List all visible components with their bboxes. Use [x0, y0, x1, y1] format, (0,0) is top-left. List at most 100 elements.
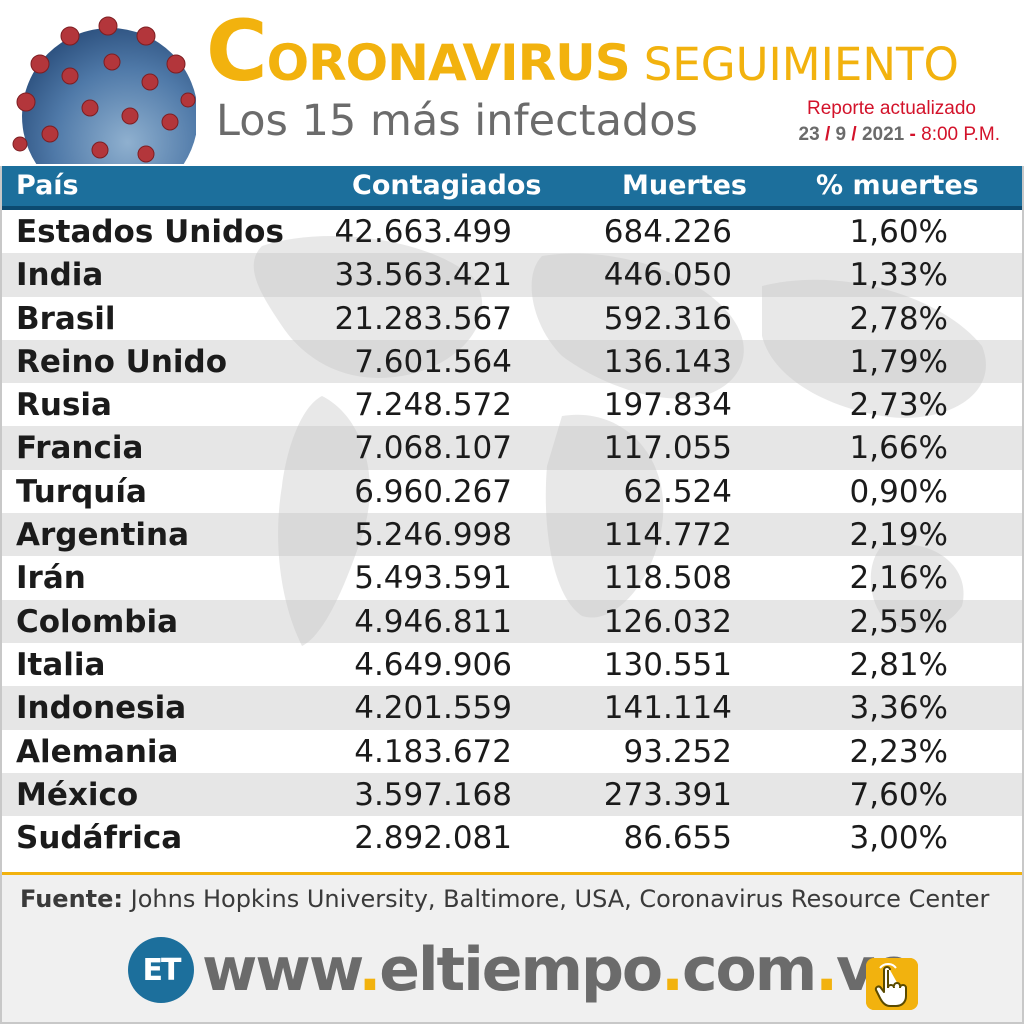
tap-hand-icon[interactable] — [866, 958, 918, 1010]
country-cell: India — [16, 257, 104, 294]
country-cell: Alemania — [16, 733, 179, 770]
deaths-cell: 62.524 — [623, 473, 732, 510]
deaths-cell: 141.114 — [603, 690, 732, 727]
cases-cell: 4.946.811 — [354, 603, 512, 640]
percent-cell: 2,23% — [849, 733, 948, 770]
cases-cell: 4.201.559 — [354, 690, 512, 727]
table-body: Estados Unidos 42.663.499 684.226 1,60% Ind… — [2, 210, 1022, 859]
source-label: Fuente: — [20, 885, 123, 913]
country-cell: Rusia — [16, 387, 112, 424]
column-header-cases: Contagiados — [352, 170, 542, 201]
deaths-cell: 684.226 — [603, 214, 732, 250]
subtitle: Los 15 más infectados — [216, 96, 698, 146]
report-date: 23 / 9 / 2021 - 8:00 P.M. — [799, 124, 1000, 146]
url-dot: . — [358, 935, 381, 1005]
footer: Fuente: Johns Hopkins University, Baltim… — [2, 875, 1022, 1022]
world-map-background — [253, 236, 986, 646]
deaths-cell: 446.050 — [603, 257, 732, 294]
source-text: Johns Hopkins University, Baltimore, USA… — [130, 885, 990, 913]
cases-cell: 6.960.267 — [354, 473, 512, 510]
deaths-cell: 130.551 — [603, 646, 732, 683]
table-row: Italia 4.649.906 130.551 2,81% — [2, 643, 1022, 686]
report-time: 8:00 P.M. — [921, 124, 1000, 145]
url-com: com — [681, 935, 817, 1005]
percent-cell: 1,66% — [849, 430, 948, 467]
deaths-cell: 136.143 — [603, 343, 732, 380]
deaths-cell: 117.055 — [603, 430, 732, 467]
deaths-cell: 118.508 — [603, 560, 732, 597]
percent-cell: 1,60% — [849, 214, 948, 250]
time-separator: - — [909, 124, 916, 145]
table-row: India 33.563.421 446.050 1,33% — [2, 253, 1022, 297]
website-url[interactable]: www.eltiempo.com.ve — [202, 935, 914, 1005]
cases-cell: 7.068.107 — [354, 430, 512, 467]
country-cell: Italia — [16, 646, 106, 683]
table-row: Rusia 7.248.572 197.834 2,73% — [2, 383, 1022, 426]
table-row: Alemania 4.183.672 93.252 2,23% — [2, 730, 1022, 773]
cases-cell: 3.597.168 — [354, 776, 512, 813]
column-header-percent: % muertes — [816, 170, 979, 201]
cases-cell: 21.283.567 — [334, 300, 513, 337]
report-year: 2021 — [861, 124, 905, 145]
country-cell: Reino Unido — [16, 343, 228, 380]
main-title: CORONAVIRUS SEGUIMIENTO — [206, 2, 959, 100]
table-row: Indonesia 4.201.559 141.114 3,36% — [2, 686, 1022, 730]
percent-cell: 2,78% — [849, 300, 948, 337]
table-row: Brasil 21.283.567 592.316 2,78% — [2, 297, 1022, 340]
et-logo: ET — [128, 937, 194, 1003]
title-cap-letter: C — [206, 2, 268, 100]
table-row: Colombia 4.946.811 126.032 2,55% — [2, 599, 1022, 643]
table-row: Sudáfrica 2.892.081 86.655 3,00% — [2, 816, 1022, 859]
deaths-cell: 86.655 — [623, 820, 732, 857]
country-cell: Brasil — [16, 300, 116, 337]
brand: ET www.eltiempo.com.ve — [128, 935, 914, 1005]
column-header-deaths: Muertes — [622, 170, 748, 201]
report-day: 23 — [798, 124, 820, 145]
deaths-cell: 126.032 — [603, 603, 732, 640]
percent-cell: 0,90% — [849, 473, 948, 510]
country-cell: Estados Unidos — [16, 214, 284, 250]
country-cell: Sudáfrica — [16, 820, 183, 857]
table-row: Estados Unidos 42.663.499 684.226 1,60% — [2, 210, 1022, 253]
report-label: Reporte actualizado — [807, 98, 976, 119]
table-row: Francia 7.068.107 117.055 1,66% — [2, 426, 1022, 470]
footer-divider — [2, 872, 1022, 875]
deaths-cell: 273.391 — [603, 776, 732, 813]
country-cell: Argentina — [16, 517, 189, 554]
coronavirus-icon — [12, 16, 196, 164]
cases-cell: 4.649.906 — [354, 646, 512, 683]
source-note: Fuente: Johns Hopkins University, Baltim… — [20, 885, 989, 913]
table-row: México 3.597.168 273.391 7,60% — [2, 772, 1022, 817]
url-dot: . — [815, 935, 838, 1005]
deaths-cell: 114.772 — [603, 517, 732, 554]
cases-cell: 5.493.591 — [354, 560, 512, 597]
country-cell: México — [16, 776, 139, 813]
url-www: www — [202, 935, 360, 1005]
table-row: Turquía 6.960.267 62.524 0,90% — [2, 470, 1022, 513]
deaths-cell: 93.252 — [623, 733, 732, 770]
table-row: Irán 5.493.591 118.508 2,16% — [2, 556, 1022, 599]
cases-cell: 2.892.081 — [354, 820, 512, 857]
data-table: País Contagiados Muertes % muertes Estad… — [2, 166, 1022, 874]
column-header-country: País — [16, 170, 79, 201]
country-cell: Francia — [16, 430, 144, 467]
deaths-cell: 197.834 — [603, 387, 732, 424]
percent-cell: 7,60% — [849, 776, 948, 813]
deaths-cell: 592.316 — [603, 300, 732, 337]
country-cell: Irán — [16, 560, 86, 597]
cases-cell: 33.563.421 — [334, 257, 513, 294]
table-row: Argentina 5.246.998 114.772 2,19% — [2, 513, 1022, 557]
table-header: País Contagiados Muertes % muertes — [2, 166, 1022, 210]
percent-cell: 2,81% — [849, 646, 948, 683]
table-row: Reino Unido 7.601.564 136.143 1,79% — [2, 339, 1022, 384]
header: CORONAVIRUS SEGUIMIENTO Los 15 más infect… — [0, 0, 1024, 166]
country-cell: Colombia — [16, 603, 179, 640]
percent-cell: 1,33% — [849, 257, 948, 294]
title-rest: ORONAVIRUS — [266, 34, 631, 92]
percent-cell: 2,55% — [849, 603, 948, 640]
country-cell: Indonesia — [16, 690, 187, 727]
date-separator: / — [824, 124, 831, 145]
percent-cell: 2,16% — [849, 560, 948, 597]
report-month: 9 — [835, 124, 847, 145]
title-seguimiento: SEGUIMIENTO — [643, 38, 959, 91]
